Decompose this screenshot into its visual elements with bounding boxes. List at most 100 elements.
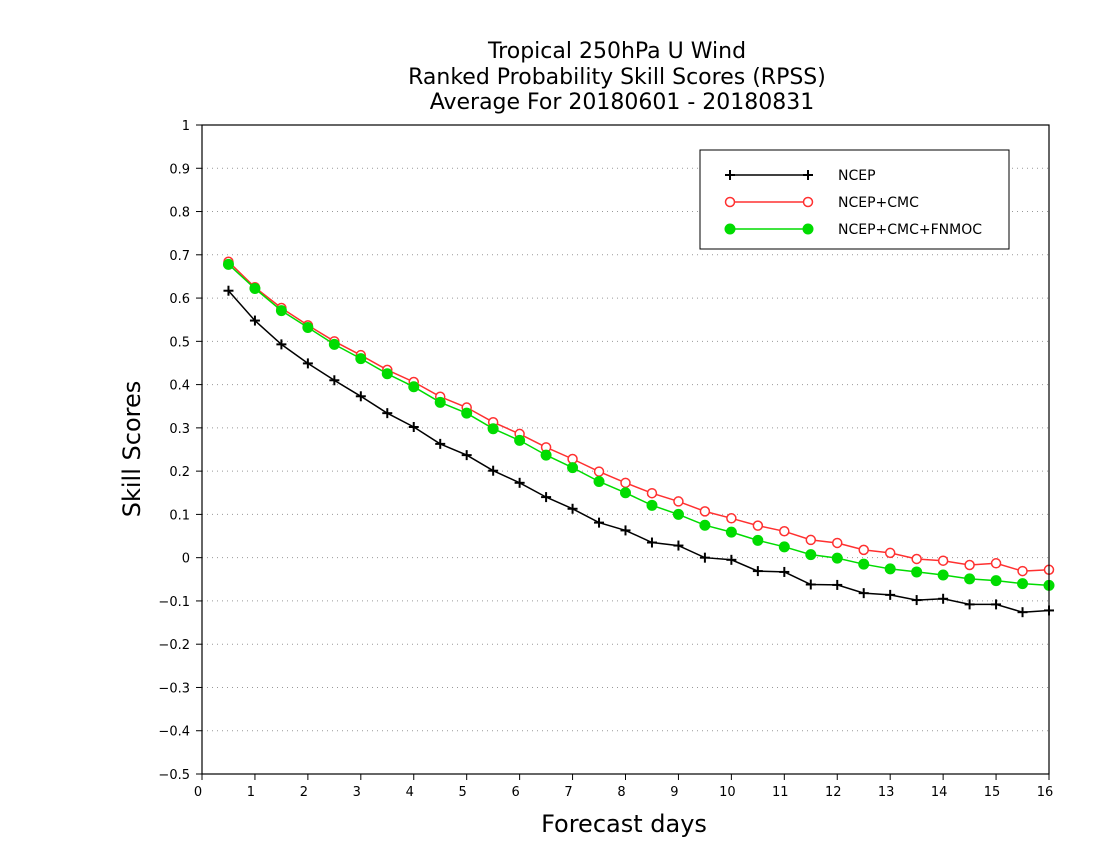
- data-point: [487, 423, 499, 435]
- data-point: [620, 477, 631, 489]
- data-point: [911, 553, 922, 565]
- data-point: [990, 558, 1002, 569]
- x-tick-label: 12: [825, 785, 842, 800]
- legend-marker: [724, 223, 736, 235]
- x-tick-label: 0: [194, 785, 202, 800]
- data-point: [778, 541, 790, 553]
- data-point: [832, 537, 843, 549]
- data-point: [884, 547, 896, 559]
- data-point: [461, 407, 473, 419]
- data-point: [276, 339, 287, 350]
- legend-marker: [725, 170, 735, 180]
- data-point: [699, 519, 711, 531]
- data-point: [514, 477, 525, 488]
- data-point: [937, 569, 949, 581]
- x-tick-label: 6: [511, 785, 519, 800]
- data-point: [885, 589, 896, 600]
- x-tick-label: 4: [406, 785, 414, 800]
- series-ncep: [223, 285, 1054, 618]
- data-point: [964, 559, 975, 571]
- data-point: [646, 537, 657, 548]
- y-tick-label: 1: [182, 119, 190, 134]
- y-tick-label: 0.4: [169, 379, 190, 394]
- x-tick-label: 10: [719, 785, 736, 800]
- x-tick-label: 7: [564, 785, 572, 800]
- legend-marker: [803, 170, 813, 180]
- y-tick-label: 0.1: [169, 508, 190, 523]
- data-point: [620, 525, 631, 536]
- y-tick-label: 0.2: [169, 465, 190, 480]
- data-point: [302, 321, 314, 333]
- data-point: [672, 508, 684, 520]
- data-point: [567, 453, 578, 465]
- data-point: [355, 391, 366, 402]
- legend-marker: [802, 196, 814, 208]
- chart-title: Tropical 250hPa U Wind Ranked Probabilit…: [408, 39, 826, 115]
- y-tick-label: 0.5: [169, 335, 190, 350]
- data-point: [355, 353, 367, 365]
- legend-entry: NCEP: [725, 168, 876, 184]
- data-point: [752, 534, 764, 546]
- data-point: [461, 450, 472, 461]
- data-point: [752, 566, 763, 577]
- data-point: [1017, 565, 1028, 577]
- y-tick-label: −0.3: [158, 681, 190, 696]
- data-point: [275, 305, 287, 317]
- data-point: [831, 552, 843, 564]
- axis-ticks: −0.5 −0.4 −0.3 −0.2 −0.1 0 0.1 0.2 0.3 0.4 0.5 0.6 0…: [158, 119, 1053, 800]
- data-point: [514, 434, 526, 446]
- x-tick-label: 13: [878, 785, 895, 800]
- y-tick-label: −0.2: [158, 638, 190, 653]
- data-point: [249, 315, 260, 326]
- y-tick-label: 0.3: [169, 422, 190, 437]
- data-point: [699, 506, 711, 517]
- series-ncep-cmc: [223, 256, 1055, 577]
- data-point: [540, 449, 552, 461]
- plot-frame: [201, 124, 1050, 775]
- data-point: [805, 534, 817, 546]
- data-point: [911, 595, 922, 606]
- data-point: [858, 558, 870, 570]
- data-point: [725, 526, 737, 538]
- legend-entry: NCEP+CMC: [724, 195, 919, 211]
- y-tick-label: 0: [182, 552, 190, 567]
- data-point: [408, 422, 419, 433]
- series-group: [222, 256, 1055, 618]
- x-tick-label: 2: [300, 785, 308, 800]
- title-line-2: Ranked Probability Skill Scores (RPSS): [408, 65, 826, 90]
- data-point: [567, 503, 578, 514]
- data-point: [779, 566, 790, 577]
- data-point: [964, 573, 976, 585]
- data-point: [1017, 607, 1028, 618]
- x-tick-label: 5: [459, 785, 467, 800]
- y-tick-label: 0.9: [169, 162, 190, 177]
- data-point: [328, 338, 340, 350]
- data-point: [937, 555, 949, 566]
- legend-label: NCEP+CMC: [838, 195, 919, 211]
- series-line: [227, 261, 1050, 572]
- x-tick-label: 9: [670, 785, 678, 800]
- data-point: [726, 513, 737, 524]
- data-point: [434, 396, 446, 408]
- data-point: [329, 375, 340, 386]
- data-point: [991, 599, 1002, 610]
- data-point: [990, 575, 1002, 587]
- data-point: [382, 408, 393, 419]
- legend-marker: [802, 223, 814, 235]
- data-point: [646, 499, 658, 511]
- x-tick-label: 1: [247, 785, 255, 800]
- data-point: [673, 540, 684, 551]
- x-tick-label: 14: [931, 785, 948, 800]
- data-point: [726, 554, 737, 565]
- data-point: [249, 283, 261, 295]
- data-point: [1017, 578, 1029, 590]
- data-point: [541, 492, 552, 503]
- data-point: [832, 579, 843, 590]
- data-point: [779, 526, 790, 537]
- data-point: [911, 566, 923, 578]
- y-tick-label: −0.1: [158, 595, 190, 610]
- data-point: [752, 520, 764, 531]
- y-axis-label: Skill Scores: [118, 381, 146, 518]
- legend-entry: NCEP+CMC+FNMOC: [724, 222, 982, 238]
